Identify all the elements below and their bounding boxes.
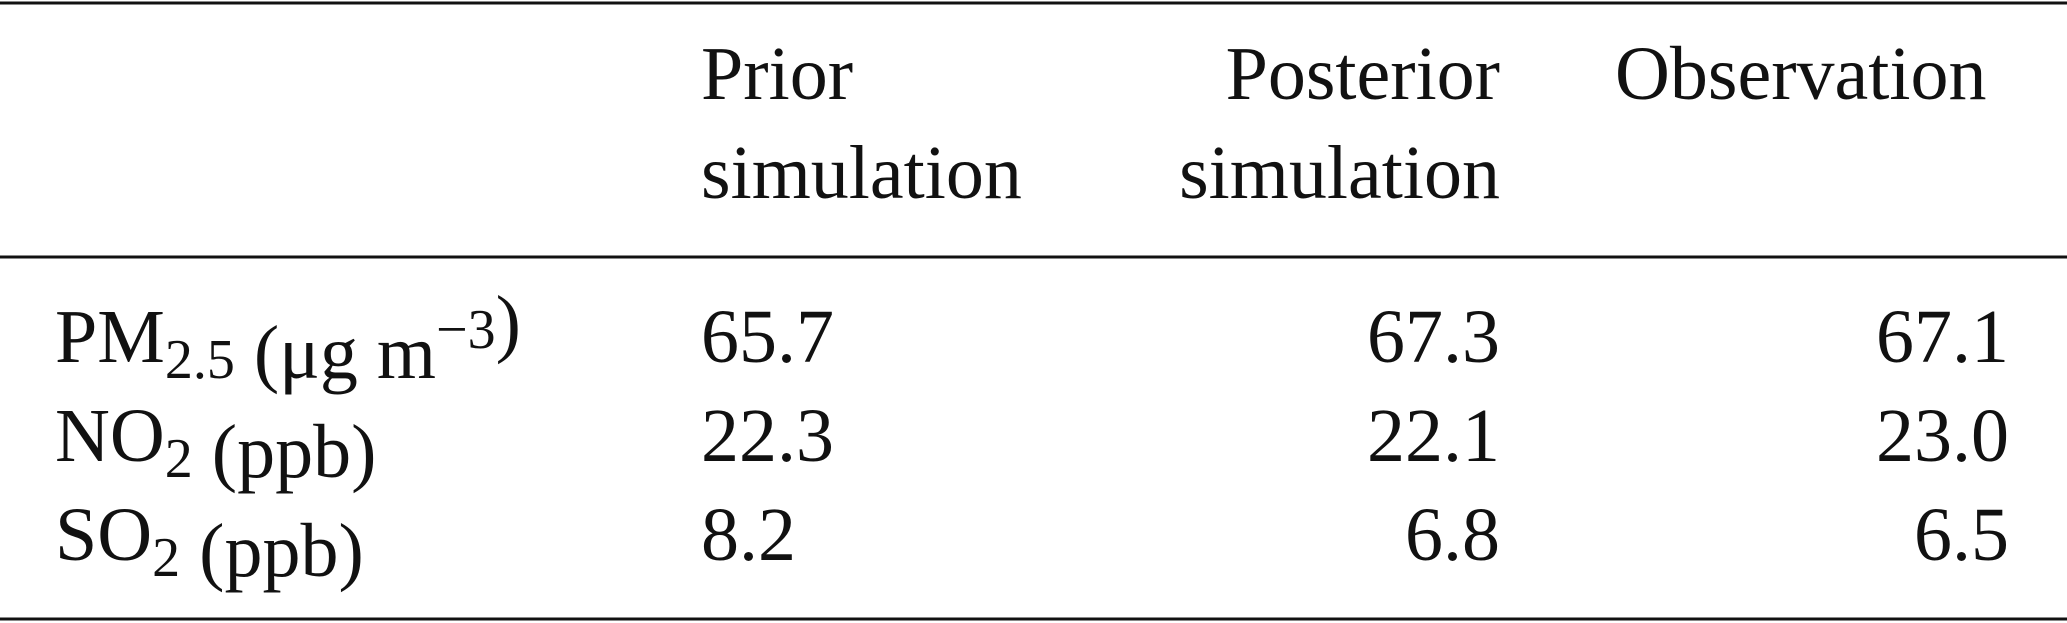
subscript: 2 [165,428,193,490]
row-label: SO2 (ppb) [55,493,364,593]
cell: 65.7 [701,295,834,379]
cell: 67.1 [1876,295,2009,379]
label-text: SO [55,493,152,577]
label-text: (μg m [235,311,436,395]
cell: 6.8 [1405,493,1500,577]
label-text: PM [55,295,165,379]
label-text: ) [496,281,521,365]
column-header: Posterior [1226,32,1500,116]
superscript: −3 [436,299,496,361]
row-label: PM2.5 (μg m−3) [55,281,521,395]
column-header: simulation [1179,131,1500,215]
column-header: Prior [701,32,853,116]
cell: 22.1 [1367,394,1500,478]
subscript: 2.5 [165,329,235,391]
label-text: NO [55,394,165,478]
cell: 6.5 [1914,493,2009,577]
cell: 8.2 [701,493,796,577]
subscript: 2 [152,527,180,589]
column-header: Observation [1615,32,1986,116]
column-header: simulation [701,131,1022,215]
cell: 23.0 [1876,394,2009,478]
label-text: (ppb) [193,410,377,494]
cell: 22.3 [701,394,834,478]
row-label: NO2 (ppb) [55,394,376,494]
label-text: (ppb) [180,509,364,593]
cell: 67.3 [1367,295,1500,379]
